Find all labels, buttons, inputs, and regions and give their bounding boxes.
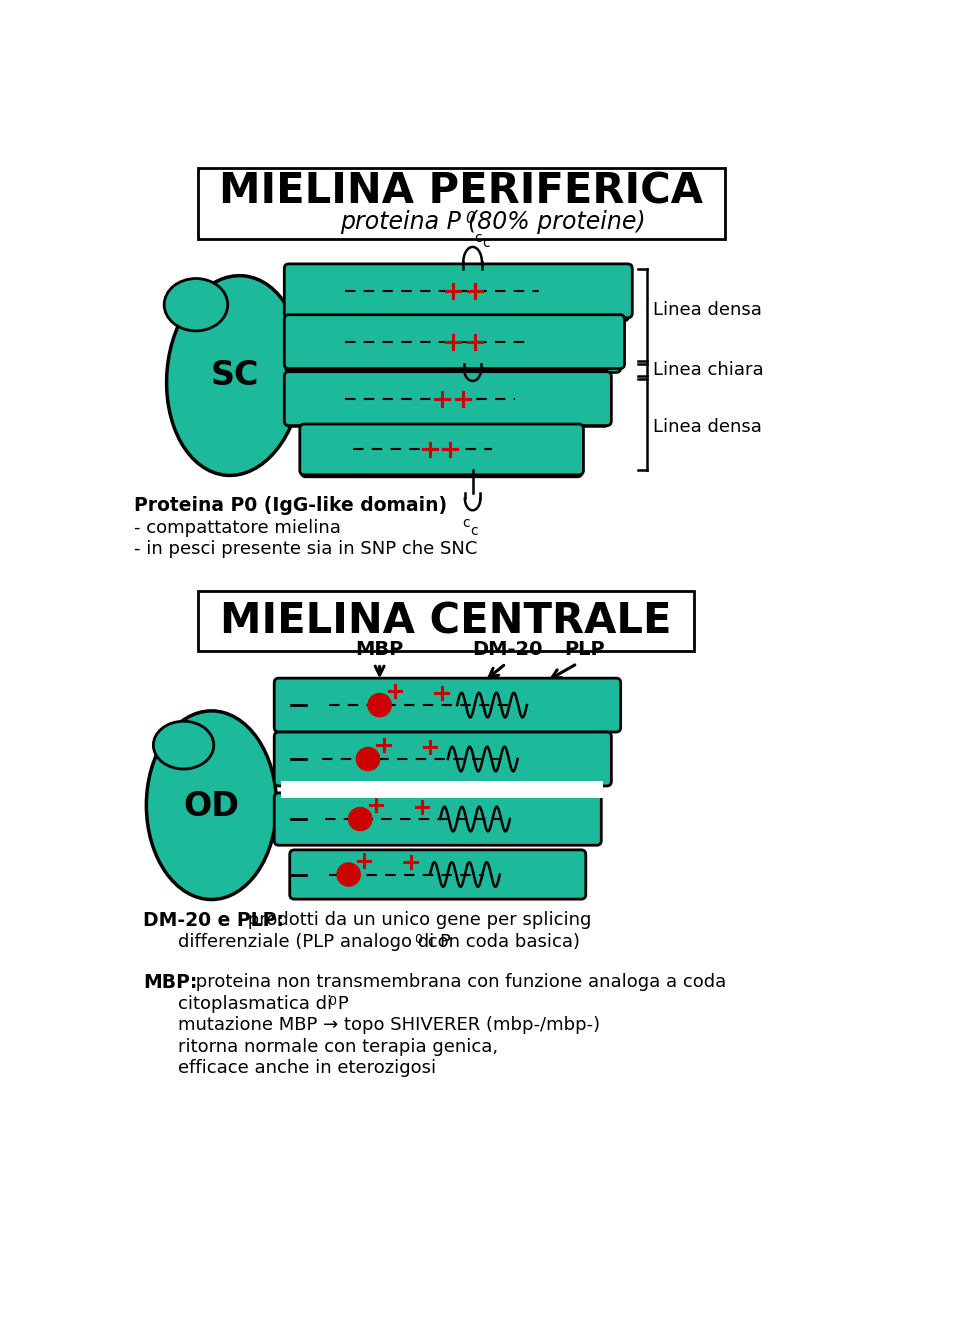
Text: mutazione MBP → topo SHIVERER (mbp-/mbp-): mutazione MBP → topo SHIVERER (mbp-/mbp-… xyxy=(179,1016,600,1034)
Text: SC: SC xyxy=(210,359,259,392)
FancyBboxPatch shape xyxy=(275,678,621,733)
Text: con coda basica): con coda basica) xyxy=(422,933,580,950)
Text: (80% proteine): (80% proteine) xyxy=(468,210,645,235)
FancyBboxPatch shape xyxy=(301,425,582,477)
Text: c: c xyxy=(474,231,482,246)
FancyBboxPatch shape xyxy=(284,264,633,318)
Ellipse shape xyxy=(146,711,276,899)
Text: - compattatore mielina: - compattatore mielina xyxy=(134,519,341,537)
Text: ritorna normale con terapia genica,: ritorna normale con terapia genica, xyxy=(179,1038,498,1056)
Text: - in pesci presente sia in SNP che SNC: - in pesci presente sia in SNP che SNC xyxy=(134,540,477,558)
FancyBboxPatch shape xyxy=(198,169,725,239)
FancyBboxPatch shape xyxy=(275,733,612,785)
Ellipse shape xyxy=(167,276,302,475)
Ellipse shape xyxy=(154,721,214,770)
Text: citoplasmatica di P: citoplasmatica di P xyxy=(179,995,348,1012)
Circle shape xyxy=(348,808,372,830)
Text: Linea chiara: Linea chiara xyxy=(653,362,764,379)
Circle shape xyxy=(356,747,379,771)
Text: proteina P: proteina P xyxy=(340,210,461,235)
Text: PLP: PLP xyxy=(564,640,606,659)
FancyBboxPatch shape xyxy=(286,317,621,372)
Text: MBP:: MBP: xyxy=(143,973,198,993)
FancyBboxPatch shape xyxy=(290,850,586,899)
Text: Linea densa: Linea densa xyxy=(653,301,762,319)
FancyBboxPatch shape xyxy=(286,265,629,321)
Text: MIELINA CENTRALE: MIELINA CENTRALE xyxy=(220,601,671,642)
FancyBboxPatch shape xyxy=(300,424,584,475)
Text: proteina non transmembrana con funzione analoga a coda: proteina non transmembrana con funzione … xyxy=(190,973,726,991)
FancyBboxPatch shape xyxy=(275,793,601,845)
Circle shape xyxy=(337,863,360,886)
FancyBboxPatch shape xyxy=(284,372,612,425)
Text: MBP: MBP xyxy=(355,640,404,659)
Ellipse shape xyxy=(164,279,228,331)
Text: prodotti da un unico gene per splicing: prodotti da un unico gene per splicing xyxy=(242,911,591,929)
Text: MIELINA PERIFERICA: MIELINA PERIFERICA xyxy=(219,170,703,213)
Text: c: c xyxy=(482,236,490,249)
Circle shape xyxy=(368,693,392,717)
Text: differenziale (PLP analogo di P: differenziale (PLP analogo di P xyxy=(179,933,451,950)
FancyBboxPatch shape xyxy=(286,371,609,426)
Text: Proteina P0 (IgG-like domain): Proteina P0 (IgG-like domain) xyxy=(134,496,447,515)
Text: efficace anche in eterozigosi: efficace anche in eterozigosi xyxy=(179,1059,436,1077)
Text: OD: OD xyxy=(183,791,239,824)
Bar xyxy=(281,781,603,797)
FancyBboxPatch shape xyxy=(198,591,693,651)
Text: 0: 0 xyxy=(415,933,422,946)
Text: DM-20 e PLP:: DM-20 e PLP: xyxy=(143,911,284,931)
Text: c: c xyxy=(470,524,478,539)
FancyBboxPatch shape xyxy=(284,314,625,368)
Text: c: c xyxy=(463,516,470,531)
Text: Linea densa: Linea densa xyxy=(653,418,762,436)
Text: 0: 0 xyxy=(327,995,336,1007)
Text: DM-20: DM-20 xyxy=(472,640,542,659)
Text: 0: 0 xyxy=(465,211,474,226)
